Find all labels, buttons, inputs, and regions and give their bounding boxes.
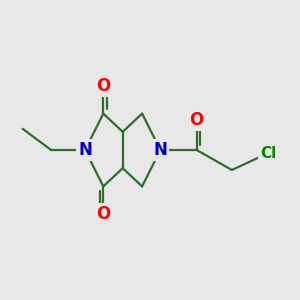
Text: Cl: Cl [260,146,276,160]
Text: N: N [78,141,92,159]
Text: O: O [96,77,110,95]
Text: O: O [96,205,110,223]
Text: O: O [190,111,204,129]
Text: N: N [153,141,167,159]
